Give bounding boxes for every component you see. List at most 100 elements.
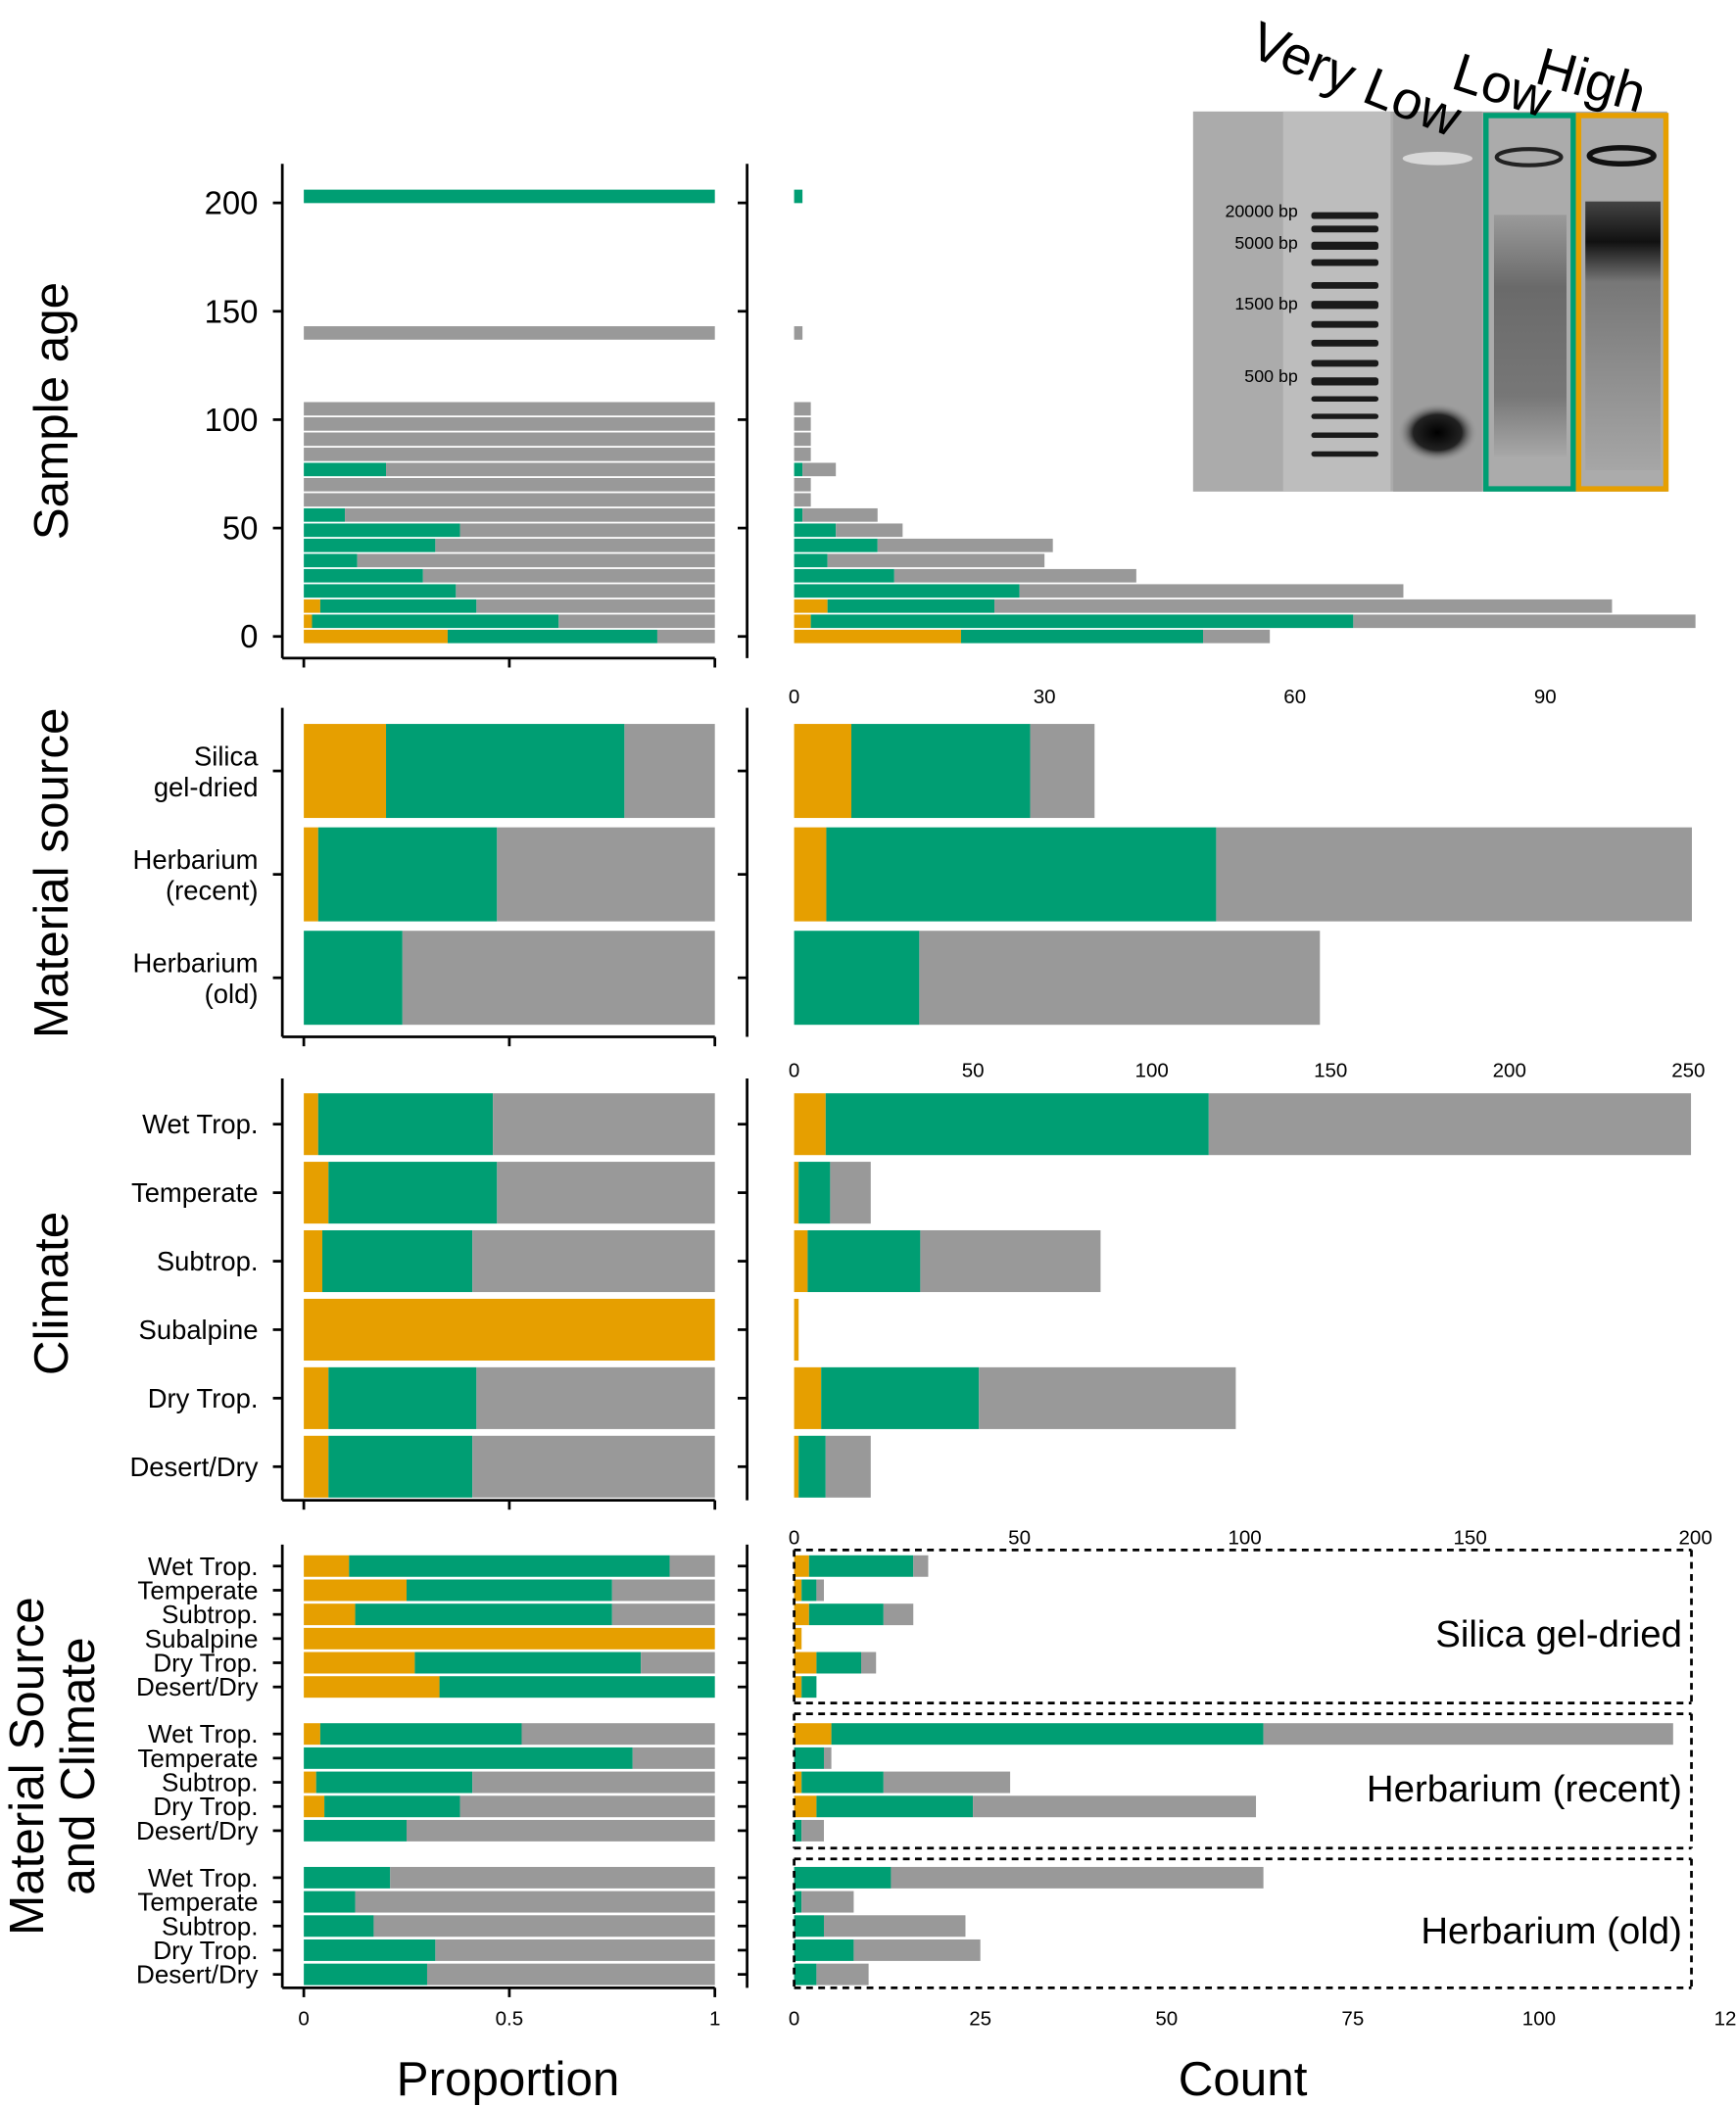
x-tick-label: 90 (1534, 686, 1557, 708)
y-tick-label: Desert/Dry (130, 1452, 259, 1482)
bar-segment (304, 326, 715, 340)
y-tick-label: Herbarium (recent) (133, 843, 259, 905)
bar-segment (883, 1771, 1011, 1794)
bar-segment (794, 1579, 802, 1602)
bar-segment (794, 1747, 825, 1769)
bar-segment (304, 462, 387, 477)
bar-segment (830, 1162, 871, 1224)
y-tick-label: Silica gel-dried (154, 741, 259, 802)
y-tick-label: Desert/Dry (136, 1960, 258, 1989)
bar-segment (827, 598, 995, 613)
y-tick-label: Subalpine (139, 1315, 259, 1345)
y-axis-title: and Climate (51, 1637, 105, 1894)
bar-segment (877, 538, 1053, 552)
y-tick-label: Wet Trop. (142, 1109, 258, 1139)
y-tick-label: Dry Trop. (153, 1936, 258, 1965)
bar-segment (794, 1723, 832, 1746)
bar-segment (304, 1298, 715, 1361)
bar-segment (317, 1093, 494, 1156)
bar-segment (407, 1579, 612, 1602)
bar-segment (493, 1093, 715, 1156)
bar-segment (973, 1795, 1257, 1818)
bar-segment (802, 462, 837, 477)
bar-segment (435, 538, 715, 552)
bar-segment (794, 1819, 802, 1842)
bar-segment (304, 1162, 329, 1224)
bar-segment (304, 417, 715, 431)
bar-segment (402, 931, 715, 1026)
bar-segment (328, 1366, 477, 1429)
bar-segment (801, 1579, 817, 1602)
bar-segment (355, 1891, 715, 1913)
bar-segment (304, 477, 715, 492)
bar-segment (798, 1162, 831, 1224)
bar-segment (825, 1435, 871, 1498)
bar-segment (893, 568, 1136, 583)
bar-segment (656, 629, 715, 644)
bar-segment (794, 1866, 892, 1889)
y-tick-label: Temperate (137, 1888, 258, 1917)
bar-segment (422, 568, 715, 583)
y-tick-label: 200 (205, 185, 259, 221)
bar-segment (304, 493, 715, 507)
bar-segment (794, 614, 811, 629)
bar-segment (1353, 614, 1696, 629)
bar-segment (810, 614, 1354, 629)
bar-segment (824, 1915, 966, 1938)
x-tick-label: 0.5 (496, 2007, 524, 2030)
bar-segment (794, 598, 828, 613)
bar-segment (319, 1723, 522, 1746)
bar-segment (1019, 584, 1404, 598)
y-tick-label: Temperate (131, 1177, 258, 1208)
bar-segment (315, 1771, 473, 1794)
bar-segment (304, 553, 358, 568)
y-tick-label: Temperate (137, 1744, 258, 1773)
bar-segment (794, 1651, 817, 1674)
bar-segment (794, 1555, 809, 1577)
y-axis-title: Climate (24, 1212, 78, 1375)
bar-segment (1030, 724, 1095, 819)
bar-segment (826, 827, 1217, 922)
bar-segment (794, 1229, 808, 1293)
bar-segment (794, 1366, 822, 1429)
bar-segment (1203, 629, 1271, 644)
x-tick-label: 150 (1314, 1059, 1347, 1081)
x-tick-label: 200 (1493, 1059, 1526, 1081)
y-tick-label: Herbarium (old) (133, 947, 259, 1009)
bar-segment (304, 538, 436, 552)
bar-segment (435, 1938, 715, 1961)
bar-segment (836, 523, 903, 538)
y-tick-label: 50 (222, 510, 259, 547)
bar-segment (304, 1627, 715, 1650)
x-tick-label: 12 (1714, 2007, 1736, 2030)
bar-segment (794, 447, 811, 461)
y-tick-label: Desert/Dry (136, 1672, 258, 1701)
bar-segment (808, 1555, 914, 1577)
y-tick-label: 150 (205, 293, 259, 329)
bar-segment (794, 417, 811, 431)
bar-segment (816, 1963, 869, 1986)
y-tick-label-line: gel-dried (154, 771, 259, 801)
bar-segment (611, 1603, 715, 1626)
bar-segment (979, 1366, 1236, 1429)
bar-segment (919, 931, 1321, 1026)
bar-segment (386, 462, 715, 477)
bar-segment (304, 1891, 356, 1913)
bar-segment (304, 724, 387, 819)
ladder-label: 1500 bp (1234, 294, 1297, 313)
bar-segment (304, 1093, 318, 1156)
group-label: Herbarium (old) (1421, 1910, 1682, 1952)
bar-segment (794, 326, 803, 340)
bar-segment (816, 1795, 974, 1818)
bar-segment (801, 1891, 854, 1913)
x-tick-label: 30 (1034, 686, 1056, 708)
bar-segment (304, 1366, 329, 1429)
bar-segment (439, 1676, 715, 1699)
y-tick-label: 100 (205, 402, 259, 438)
bar-segment (883, 1603, 914, 1626)
bar-segment (426, 1963, 715, 1986)
bar-segment (808, 1603, 884, 1626)
bar-segment (304, 931, 403, 1026)
bar-segment (798, 1435, 826, 1498)
